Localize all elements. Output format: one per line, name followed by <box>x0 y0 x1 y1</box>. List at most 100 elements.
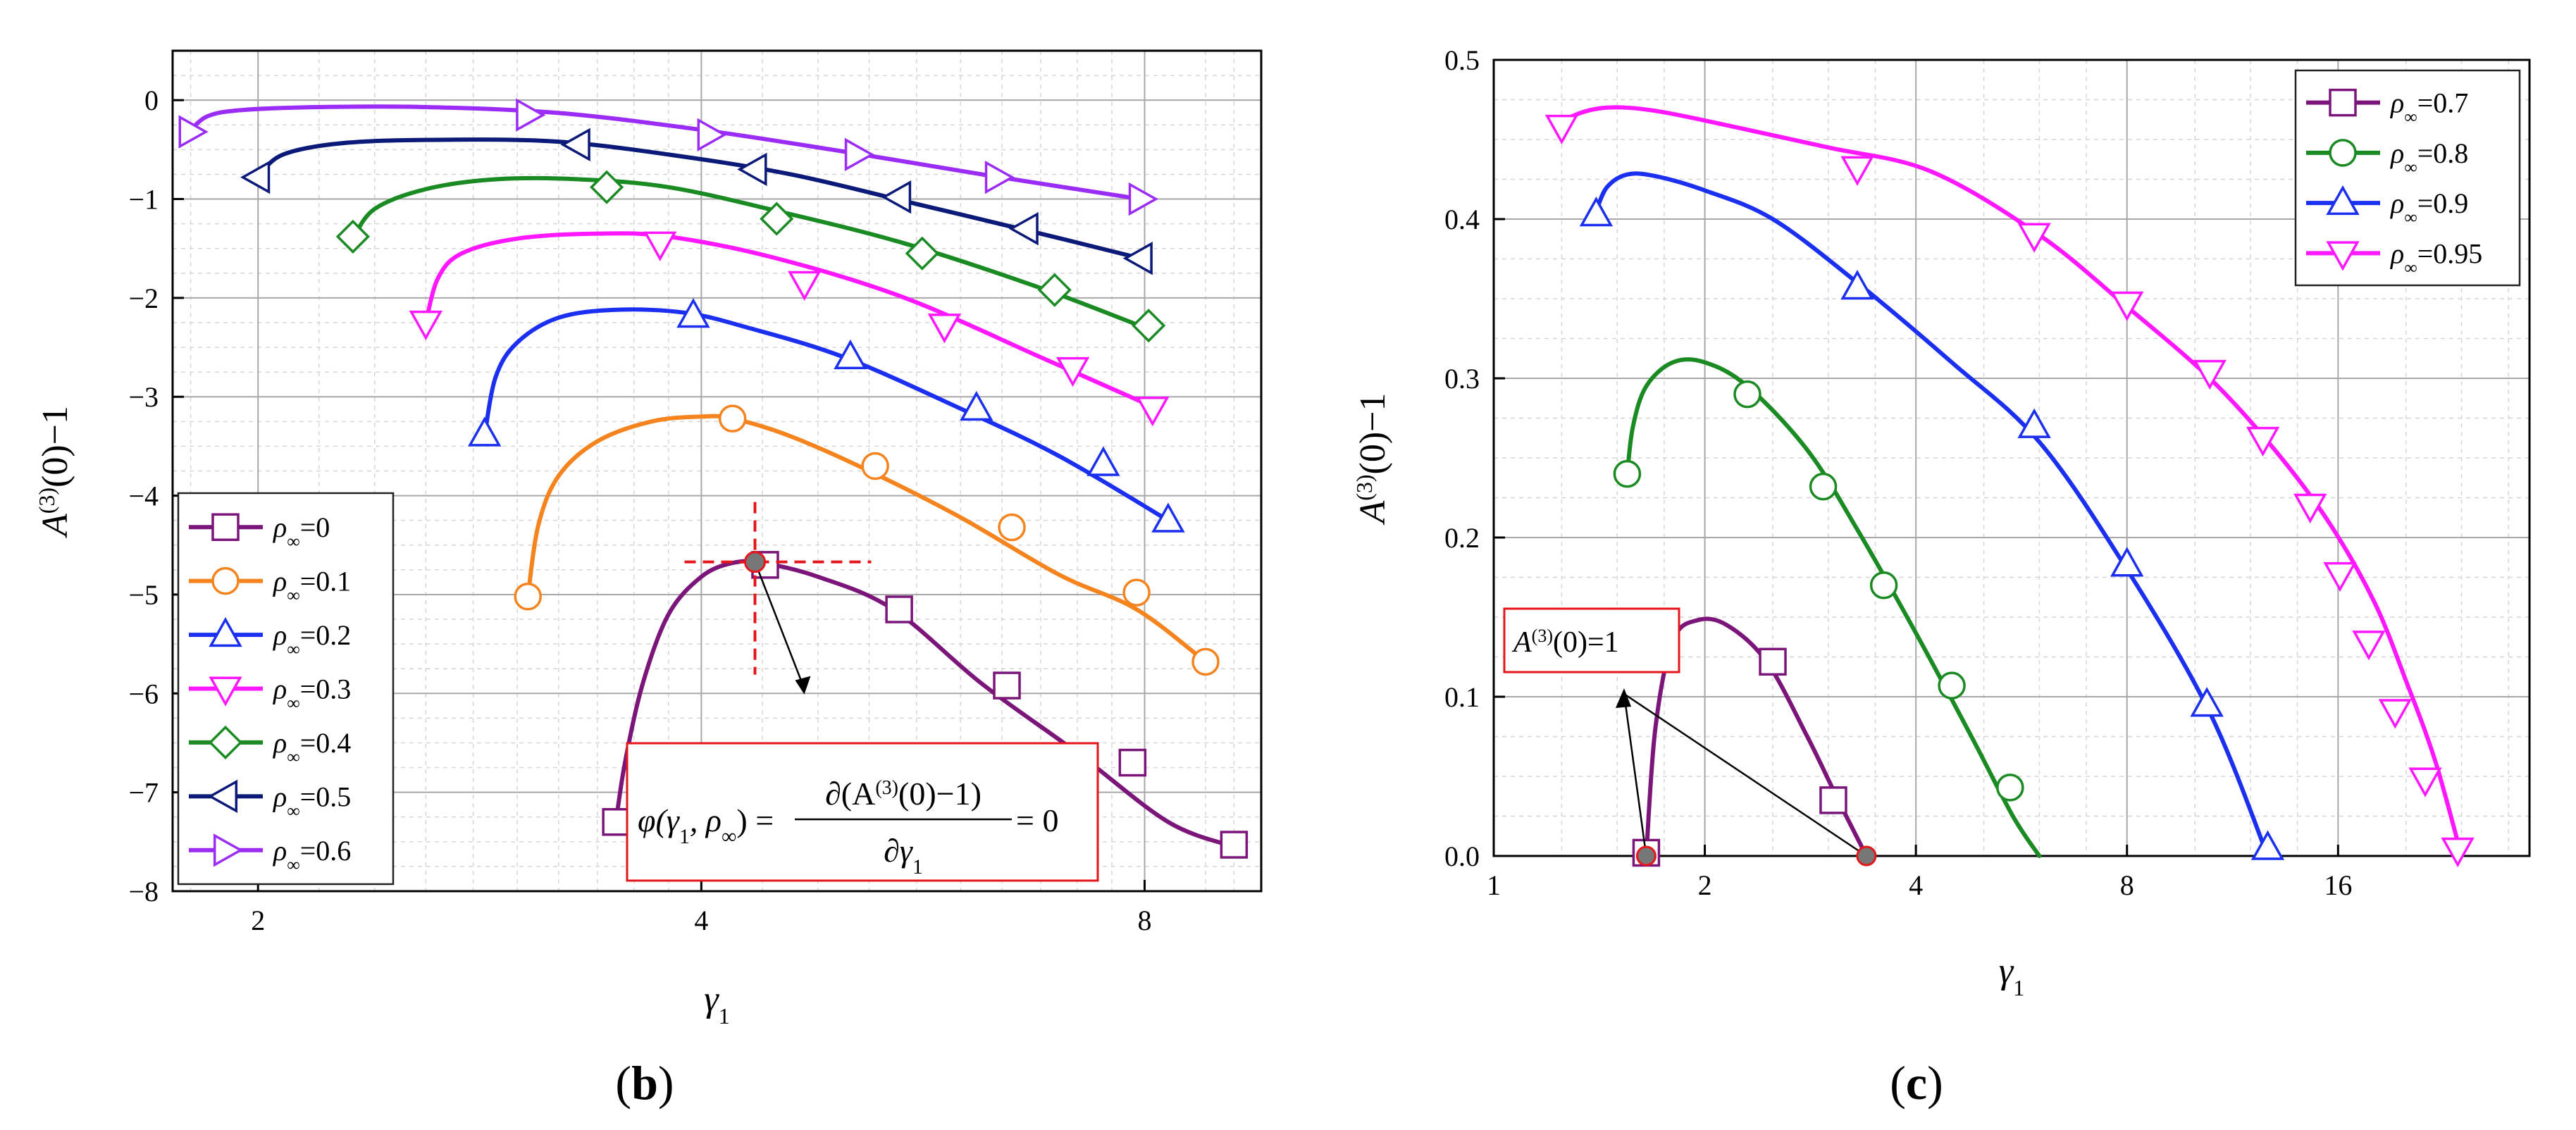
legend-swatch-marker <box>2329 88 2357 117</box>
series-marker <box>1136 397 1170 427</box>
y-axis-label: A(3)(0)−1 <box>34 406 75 538</box>
series-marker <box>993 671 1021 700</box>
series-marker <box>1733 380 1761 409</box>
series-marker <box>2246 426 2280 457</box>
series-marker <box>2293 493 2327 523</box>
legend-swatch-marker <box>213 833 244 867</box>
series-marker <box>1220 831 1249 859</box>
y-tick-label: −6 <box>128 678 159 709</box>
y-tick-label: 0.5 <box>1444 44 1480 76</box>
series-marker <box>760 201 794 236</box>
panel-c-chart: 1 2 4 8 16 0.0 0.1 0.2 0.3 0.4 0.5 γ1 A(3)(0)−1 ρ∞=0.… <box>1351 44 2531 1000</box>
root-annotation-text: A(3)(0)=1 <box>1511 626 1619 659</box>
series-marker <box>905 236 939 271</box>
legend-label: ρ∞=0.7 <box>2389 87 2468 128</box>
formula-rhs: = 0 <box>1016 802 1058 838</box>
legend-swatch-marker <box>211 566 240 595</box>
series-marker <box>2193 359 2227 390</box>
series-marker <box>697 118 727 151</box>
series-marker <box>1086 446 1120 476</box>
legend-swatch-marker <box>209 676 242 707</box>
legend-label: ρ∞=0.95 <box>2389 237 2482 278</box>
series-marker <box>1819 786 1847 814</box>
y-tick-label: 0.0 <box>1444 840 1480 872</box>
series-marker <box>927 313 962 344</box>
series-marker <box>1544 114 1579 145</box>
series-marker <box>885 595 913 623</box>
root-point <box>1635 845 1657 867</box>
series-marker <box>718 404 747 433</box>
legend-swatch-marker <box>2326 185 2360 216</box>
x-tick-label: 1 <box>1487 869 1501 901</box>
series-marker <box>2017 408 2051 438</box>
series-marker <box>560 128 590 162</box>
series-marker <box>1122 578 1151 607</box>
series-marker <box>2250 830 2285 860</box>
y-tick-label: −4 <box>128 480 159 512</box>
legend: ρ∞=0 ρ∞=0.1 ρ∞=0.2 ρ∞=0.3 ρ∞=0.4 ρ∞=0.5 ρ∞=0.6 <box>177 492 395 886</box>
x-tick-label: 2 <box>1698 869 1712 901</box>
legend-label: ρ∞=0.5 <box>272 781 351 821</box>
plot-frame <box>1492 58 2531 857</box>
legend-swatch-marker <box>211 513 240 541</box>
series-marker <box>1759 647 1787 676</box>
x-tick-label: 8 <box>2120 869 2134 901</box>
series-line <box>350 175 1147 330</box>
series-marker <box>844 137 875 172</box>
panel-letter-b: b <box>631 1056 658 1110</box>
panel-label-c: (c) <box>1890 1056 1943 1110</box>
legend-label: ρ∞=0.9 <box>2389 187 2468 228</box>
series-marker <box>590 170 624 204</box>
y-tick-label: 0 <box>144 85 159 116</box>
panel-label-b: (b) <box>615 1056 674 1110</box>
series-marker <box>1191 647 1220 676</box>
series-marker <box>1938 671 1966 700</box>
legend-label: ρ∞=0.8 <box>2389 137 2468 178</box>
series-marker <box>984 160 1015 194</box>
formula-numerator: ∂(A(3)(0)−1) <box>825 776 982 812</box>
root-point <box>1856 845 1877 867</box>
series-marker <box>467 416 502 447</box>
series-line <box>423 231 1155 409</box>
series-line <box>526 414 1208 664</box>
series-marker <box>240 160 271 194</box>
series-marker <box>514 582 542 611</box>
y-tick-label: 0.1 <box>1444 681 1480 713</box>
series-marker <box>737 152 767 187</box>
series-marker <box>516 98 546 132</box>
derivative-formula-box: φ(γ1, ρ∞) = ∂(A(3)(0)−1) ∂γ1 = 0 <box>626 742 1099 882</box>
series-marker <box>602 808 630 836</box>
legend-label: ρ∞=0.4 <box>272 727 351 767</box>
series-marker <box>178 115 209 149</box>
x-tick-label: 2 <box>251 905 265 936</box>
series-marker <box>1037 273 1072 307</box>
series-marker <box>1840 270 1874 300</box>
series-marker <box>1151 502 1185 533</box>
legend-label: ρ∞=0.6 <box>272 835 351 875</box>
pointer-arrow-head <box>795 676 811 695</box>
series-marker <box>1122 242 1153 275</box>
series-marker <box>1869 571 1898 600</box>
series-marker <box>1118 748 1147 777</box>
series-marker <box>1132 309 1166 343</box>
series-line <box>1625 357 2042 858</box>
series-marker <box>335 219 370 254</box>
x-axis-label: γ1 <box>704 979 730 1029</box>
series-marker <box>1996 774 2024 802</box>
x-axis-label: γ1 <box>1999 951 2025 1000</box>
series-marker <box>2110 291 2144 321</box>
series-line <box>1594 171 2270 858</box>
formula-lhs: φ(γ1, ρ∞) = <box>638 802 774 848</box>
series-marker <box>2378 699 2413 729</box>
legend-swatch-marker <box>209 616 242 647</box>
series-marker <box>643 231 677 261</box>
series-line <box>256 137 1143 261</box>
x-tick-label: 4 <box>694 905 708 936</box>
y-tick-label: −8 <box>128 876 159 907</box>
plot-frame <box>171 49 1263 893</box>
series-marker <box>1809 472 1838 501</box>
legend-swatch-marker <box>2329 139 2357 167</box>
series-marker <box>2190 687 2224 717</box>
y-tick-label: −5 <box>128 579 159 611</box>
y-tick-label: −7 <box>128 777 159 809</box>
